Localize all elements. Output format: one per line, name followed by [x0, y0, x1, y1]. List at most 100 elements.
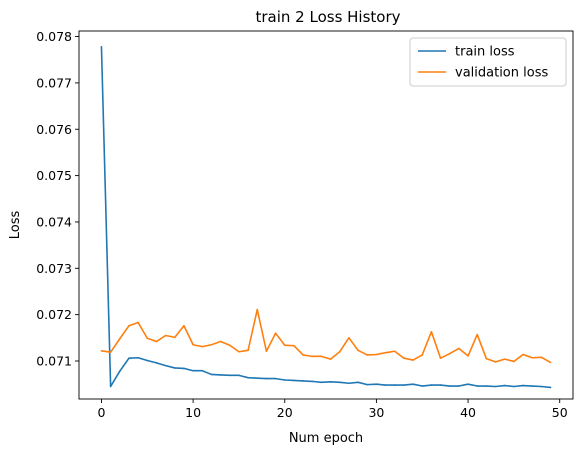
validation-loss-point: [430, 331, 433, 333]
validation-loss-point: [403, 357, 405, 360]
x-tick-label: 20: [277, 405, 293, 420]
y-tick-label: 0.077: [36, 75, 72, 90]
validation-loss-point: [421, 354, 424, 356]
y-tick-label: 0.078: [36, 29, 72, 44]
train-loss-point: [549, 386, 552, 389]
train-loss-point: [439, 384, 442, 386]
y-tick-label: 0.075: [36, 168, 72, 183]
train-loss-point: [137, 356, 139, 359]
validation-loss-point: [348, 337, 350, 339]
validation-loss-point: [201, 345, 204, 348]
x-tick-label: 50: [552, 405, 568, 420]
y-tick-label: 0.073: [36, 261, 72, 276]
train-loss-point: [357, 381, 359, 384]
y-tick-label: 0.074: [36, 214, 72, 229]
validation-loss-point: [293, 344, 295, 347]
validation-loss-point: [164, 334, 167, 337]
validation-loss-point: [183, 324, 185, 327]
train-loss-point: [531, 385, 534, 387]
validation-loss-point: [238, 350, 240, 353]
validation-loss-point: [458, 347, 460, 350]
train-loss-point: [393, 384, 396, 386]
y-axis-label: Loss: [8, 211, 23, 240]
validation-loss-point: [366, 354, 369, 356]
train-loss-point: [265, 377, 268, 380]
validation-loss-line: [101, 308, 551, 364]
train-loss-point: [219, 374, 222, 376]
train-loss-point: [458, 385, 460, 387]
train-loss-point: [476, 385, 479, 387]
validation-loss-point: [357, 349, 359, 352]
train-loss-point: [228, 374, 231, 377]
train-loss-point: [274, 377, 277, 380]
legend: train loss validation loss: [409, 37, 567, 87]
validation-loss-point: [283, 344, 286, 347]
validation-loss-point: [540, 356, 543, 359]
validation-loss-point: [100, 350, 103, 352]
validation-loss-point: [256, 308, 259, 311]
train-loss-point: [210, 373, 213, 376]
validation-loss-point: [439, 357, 442, 360]
train-loss-point: [302, 380, 304, 382]
train-loss-point: [183, 367, 185, 370]
y-tick-label: 0.072: [36, 307, 72, 322]
validation-loss-point: [219, 340, 222, 343]
train-loss-point: [283, 379, 286, 381]
validation-loss-point: [494, 361, 497, 363]
train-loss-point: [384, 384, 387, 386]
train-loss-point: [338, 381, 341, 384]
train-loss-point: [513, 385, 515, 388]
axes: 0 10 20 30 40 50 0.071 0.072 0.073 0.074 0.075 0.07…: [36, 29, 574, 420]
validation-loss-point: [531, 356, 534, 359]
validation-loss-point: [137, 321, 139, 324]
y-tick-label: 0.071: [36, 353, 72, 368]
plot-frame: [78, 30, 574, 400]
validation-loss-point: [128, 324, 130, 327]
validation-loss-point: [146, 337, 149, 340]
validation-loss-point: [549, 361, 552, 364]
train-loss-point: [412, 383, 414, 385]
train-loss-point: [128, 357, 130, 360]
plot-area: [100, 45, 552, 389]
train-loss-point: [247, 376, 249, 379]
validation-loss-point: [192, 343, 194, 346]
train-loss-point: [173, 367, 176, 369]
train-loss-point: [320, 381, 323, 384]
x-tick-label: 0: [97, 405, 105, 420]
validation-loss-point: [329, 358, 332, 360]
train-loss-point: [403, 384, 405, 386]
train-loss-point: [192, 369, 194, 372]
train-loss-point: [109, 385, 112, 388]
train-loss-point: [430, 384, 433, 386]
validation-loss-point: [247, 349, 249, 352]
validation-loss-point: [173, 336, 176, 339]
train-loss-points: [100, 45, 552, 389]
train-loss-point: [485, 385, 488, 387]
x-tick-label: 30: [368, 405, 384, 420]
train-loss-point: [467, 383, 469, 385]
legend-label-train-loss: train loss: [455, 45, 515, 60]
validation-loss-point: [522, 353, 524, 356]
train-loss-point: [256, 377, 259, 379]
legend-label-validation-loss: validation loss: [455, 66, 548, 81]
train-loss-point: [201, 369, 204, 372]
train-loss-point: [421, 385, 424, 387]
train-loss-point: [100, 45, 103, 48]
train-loss-point: [522, 384, 524, 387]
train-loss-point: [118, 370, 121, 372]
validation-loss-point: [375, 353, 378, 356]
train-loss-point: [146, 359, 149, 362]
validation-loss-point: [485, 357, 488, 360]
train-loss-point: [348, 382, 350, 385]
validation-loss-point: [228, 344, 231, 347]
train-loss-point: [494, 385, 497, 388]
y-tick-label: 0.076: [36, 122, 72, 137]
validation-loss-point: [210, 343, 213, 346]
validation-loss-point: [513, 360, 515, 363]
validation-loss-point: [467, 355, 469, 357]
train-loss-point: [155, 362, 158, 364]
chart-title: train 2 Loss History: [255, 8, 400, 26]
validation-loss-point: [109, 351, 112, 353]
validation-loss-point: [155, 340, 158, 343]
